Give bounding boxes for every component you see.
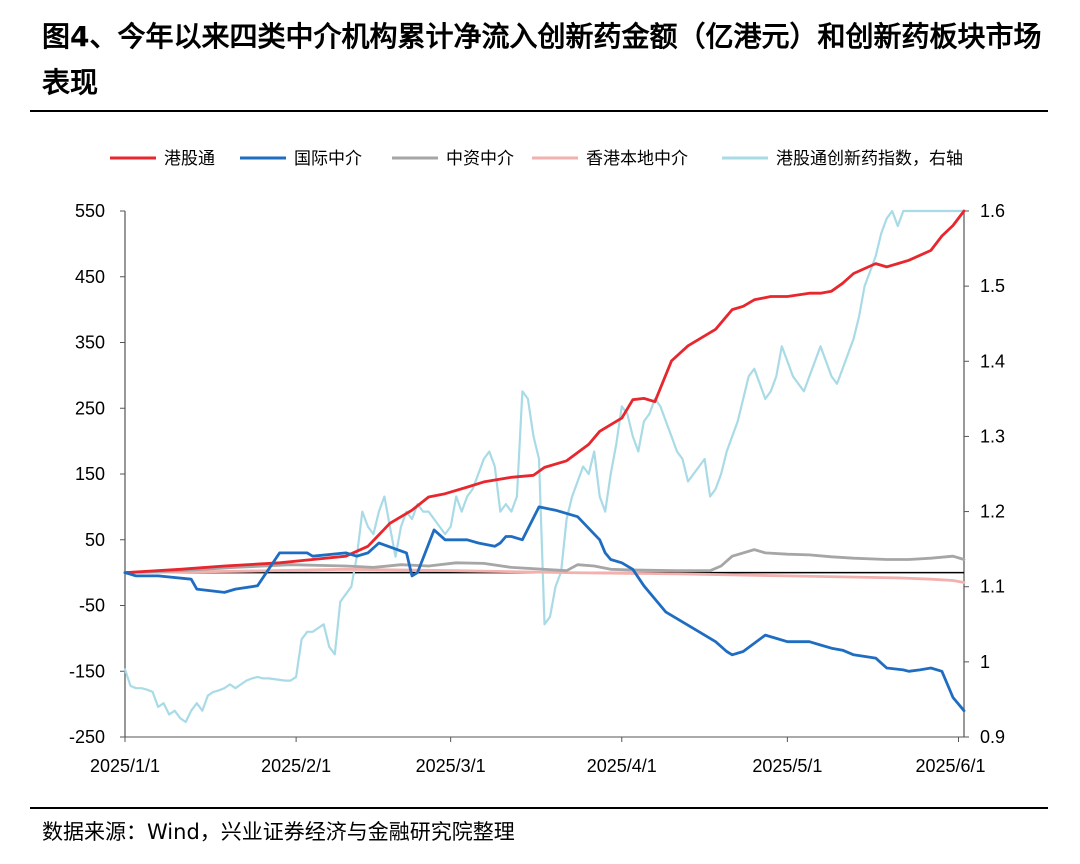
right-tick-label: 1.2 (980, 502, 1005, 522)
left-tick-label: 450 (75, 267, 105, 287)
right-tick-label: 1 (980, 652, 990, 672)
left-tick-label: -250 (69, 727, 105, 747)
right-tick-label: 1.1 (980, 577, 1005, 597)
x-tick-label: 2025/4/1 (587, 756, 657, 776)
title-divider (30, 110, 1048, 112)
legend-label: 港股通创新药指数，右轴 (776, 149, 963, 169)
series-line (123, 505, 966, 713)
series-line (123, 209, 966, 724)
source-divider (30, 807, 1048, 809)
chart-title: 图4、今年以来四类中介机构累计净流入创新药金额（亿港元）和创新药板块市场表现 (42, 20, 1042, 99)
left-tick-label: -150 (69, 661, 105, 681)
left-tick-label: 50 (85, 530, 105, 550)
x-tick-label: 2025/5/1 (752, 756, 822, 776)
x-tick-label: 2025/1/1 (90, 756, 160, 776)
legend-label: 国际中介 (294, 149, 362, 169)
left-tick-label: 250 (75, 398, 105, 418)
series-line (123, 567, 966, 584)
line-chart: 港股通 国际中介 中资中介 香港本地中介 港股通创新药指数，右轴 550 450 350 25… (69, 149, 1005, 776)
legend-label: 中资中介 (446, 149, 514, 169)
source-note: 数据来源：Wind，兴业证券经济与金融研究院整理 (42, 820, 515, 844)
series-lines (123, 209, 966, 724)
left-tick-label: 550 (75, 201, 105, 221)
right-tick-label: 1.3 (980, 426, 1005, 446)
right-tick-label: 1.5 (980, 276, 1005, 296)
series-line (123, 209, 966, 574)
x-tick-label: 2025/2/1 (261, 756, 331, 776)
series-line (123, 548, 966, 574)
right-tick-label: 0.9 (980, 727, 1005, 747)
legend: 港股通 国际中介 中资中介 香港本地中介 港股通创新药指数，右轴 (110, 149, 963, 169)
legend-label: 港股通 (164, 149, 215, 169)
left-tick-label: 350 (75, 333, 105, 353)
legend-label: 香港本地中介 (586, 149, 688, 169)
right-tick-label: 1.4 (980, 351, 1005, 371)
left-tick-label: 150 (75, 464, 105, 484)
right-tick-label: 1.6 (980, 201, 1005, 221)
x-tick-label: 2025/6/1 (915, 756, 985, 776)
x-tick-label: 2025/3/1 (416, 756, 486, 776)
left-tick-label: -50 (79, 596, 105, 616)
